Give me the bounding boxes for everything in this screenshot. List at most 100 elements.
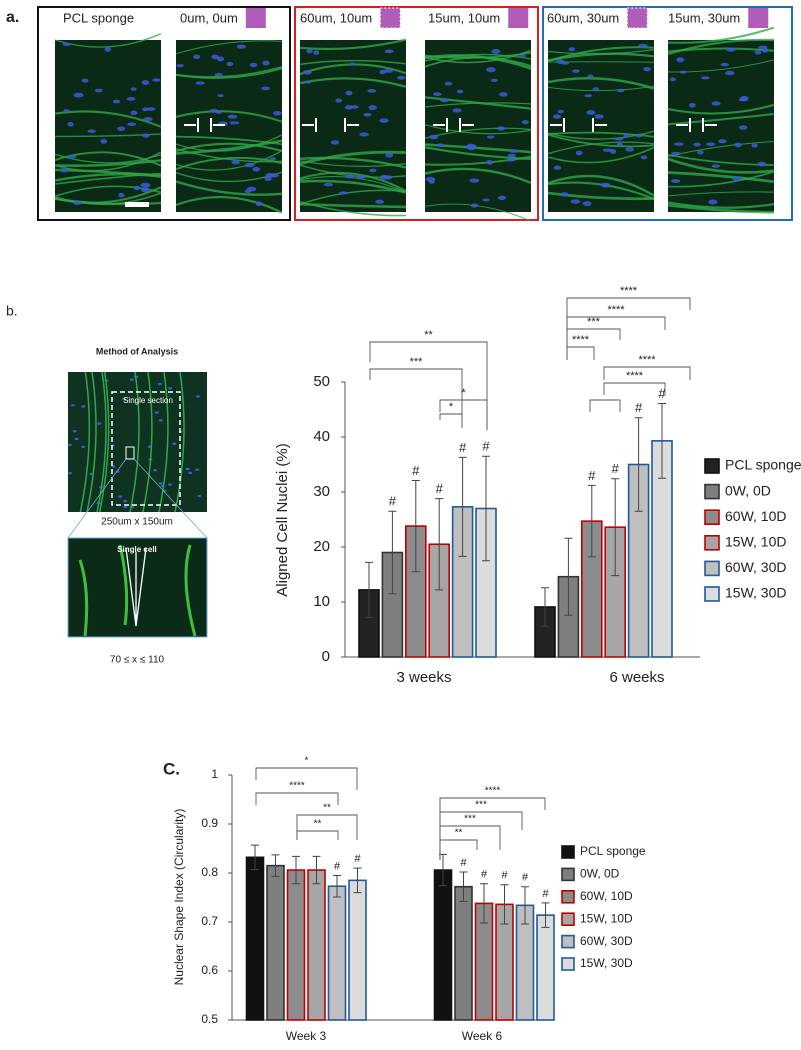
fiber xyxy=(424,124,532,135)
significance-bracket xyxy=(566,328,621,360)
nucleus xyxy=(338,191,349,195)
nucleus xyxy=(367,88,377,93)
nucleus xyxy=(67,155,77,159)
condition-swatch xyxy=(748,8,769,28)
error-bar xyxy=(353,867,362,894)
nucleus xyxy=(229,121,240,125)
image-label: 15um, 30um xyxy=(668,10,740,25)
nucleus xyxy=(499,92,508,97)
nucleus xyxy=(344,105,354,110)
fiber xyxy=(129,371,140,513)
nucleus xyxy=(356,174,365,180)
fiber xyxy=(299,156,407,169)
nucleus xyxy=(643,67,652,72)
nucleus xyxy=(435,143,445,147)
nucleus xyxy=(345,174,355,179)
significance-label: ** xyxy=(323,803,331,814)
nucleus xyxy=(72,430,77,433)
error-bar xyxy=(500,884,509,925)
section-box xyxy=(111,391,181,506)
nucleus xyxy=(575,150,583,156)
y-tick-label: 30 xyxy=(313,483,330,500)
nucleus xyxy=(185,467,190,471)
image-label: 60um, 10um xyxy=(300,10,372,25)
error-bar xyxy=(458,456,467,557)
nucleus xyxy=(470,203,479,208)
nucleus xyxy=(679,70,687,74)
fiber xyxy=(175,40,283,55)
nucleus xyxy=(739,95,749,101)
significance-label: **** xyxy=(572,334,590,346)
nucleus xyxy=(126,97,136,101)
fiber xyxy=(175,180,283,196)
fiber xyxy=(299,59,407,66)
nucleus xyxy=(231,160,240,165)
group-box xyxy=(294,6,539,221)
nucleus xyxy=(507,153,517,158)
panel-label: a. xyxy=(6,9,19,26)
nucleus xyxy=(560,192,569,197)
nucleus xyxy=(521,120,529,125)
fiber xyxy=(667,103,775,115)
nucleus xyxy=(140,182,151,188)
angle-lines xyxy=(125,547,147,627)
nucleus xyxy=(255,201,263,207)
significance-marker: # xyxy=(459,440,467,455)
error-bar xyxy=(292,855,300,885)
group-box xyxy=(37,6,291,221)
fiber xyxy=(547,174,655,197)
nucleus xyxy=(584,94,592,98)
significance-label: **** xyxy=(638,354,656,366)
nucleus xyxy=(323,182,334,187)
nucleus xyxy=(146,107,156,111)
nucleus xyxy=(269,157,277,161)
nucleus xyxy=(557,109,564,114)
bar xyxy=(454,885,473,1021)
nucleus xyxy=(100,138,108,144)
fiber xyxy=(424,54,532,70)
nucleus xyxy=(127,122,137,126)
nucleus xyxy=(73,92,84,98)
y-axis-label: Aligned Cell Nuclei (%) xyxy=(274,443,291,596)
y-axis-label: Nuclear Shape Index (Circularity) xyxy=(172,809,186,986)
nucleus xyxy=(572,69,580,73)
nucleus xyxy=(81,405,86,408)
significance-marker: # xyxy=(588,468,596,483)
panel-label: C. xyxy=(163,759,180,778)
nucleus xyxy=(262,60,270,66)
significance-bracket xyxy=(296,830,339,840)
bar xyxy=(266,864,285,1021)
fiber xyxy=(175,142,283,152)
nucleus xyxy=(486,159,493,165)
nucleus xyxy=(359,132,370,137)
legend-label: PCL sponge xyxy=(725,457,801,473)
significance-bracket xyxy=(589,399,621,412)
condition-swatch xyxy=(379,7,401,29)
legend-swatch xyxy=(561,957,575,971)
nucleus xyxy=(104,46,112,52)
nucleus xyxy=(81,78,89,83)
nucleus xyxy=(68,471,73,475)
nucleus xyxy=(89,472,94,476)
fiber xyxy=(54,172,162,182)
nucleus xyxy=(635,133,643,138)
nucleus xyxy=(188,471,193,475)
nucleus xyxy=(508,149,519,153)
fiber xyxy=(175,196,283,214)
significance-label: **** xyxy=(626,370,644,382)
nucleus xyxy=(676,57,685,63)
fiber xyxy=(96,371,107,513)
legend-label: PCL sponge xyxy=(580,844,646,858)
error-bar xyxy=(521,886,529,925)
fiber xyxy=(667,191,775,197)
micrographs: PCL sponge 0um, 0um 60um, 10um 15um, 10um 60… xyxy=(54,7,775,222)
legend-swatch xyxy=(704,483,720,500)
nucleus xyxy=(141,107,149,112)
nucleus xyxy=(757,161,767,167)
nucleus xyxy=(734,142,742,148)
fiber xyxy=(547,141,655,155)
nucleus xyxy=(674,142,684,146)
significance-bracket xyxy=(369,341,488,430)
fiber xyxy=(175,66,283,78)
